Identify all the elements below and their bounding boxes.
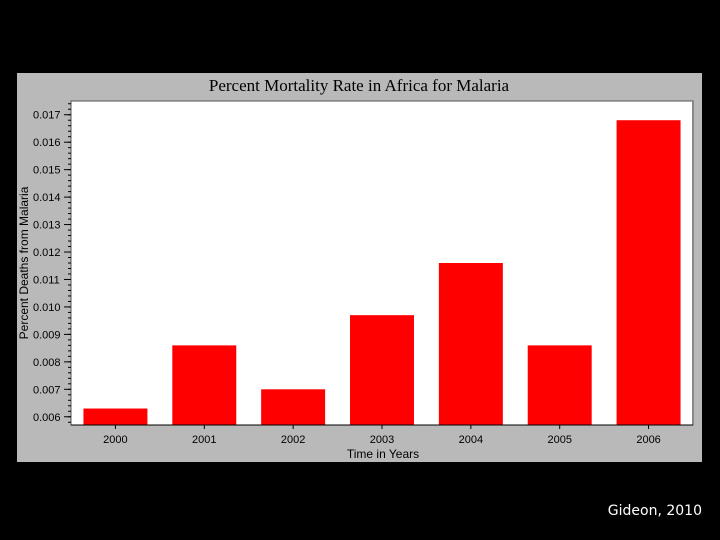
bar-2003 (350, 315, 414, 425)
bar-2004 (438, 263, 503, 425)
x-axis-label: Time in Years (347, 447, 419, 461)
y-tick-label: 0.013 (33, 220, 61, 232)
x-tick-label: 2003 (370, 434, 394, 446)
y-tick-label: 0.007 (33, 384, 61, 396)
bar-2002 (261, 389, 326, 425)
bar-2000 (83, 408, 148, 425)
x-tick-label: 2002 (281, 434, 305, 446)
bar-2006 (616, 120, 681, 425)
y-axis: 0.006 0.007 0.008 0.009 0.010 0.011 0.012 0.013… (33, 103, 71, 424)
y-tick-label: 0.017 (33, 110, 61, 122)
chart-panel: Percent Mortality Rate in Africa for Mal… (17, 73, 702, 462)
y-tick-label: 0.016 (33, 137, 61, 149)
y-tick-label: 0.011 (33, 274, 60, 286)
y-tick-label: 0.010 (33, 302, 61, 314)
y-tick-label: 0.014 (33, 192, 61, 204)
bars-group (83, 120, 681, 425)
y-axis-label: Percent Deaths from Malaria (17, 186, 31, 339)
y-tick-label: 0.008 (33, 357, 61, 369)
x-tick-label: 2001 (192, 434, 216, 446)
bar-chart: Percent Mortality Rate in Africa for Mal… (17, 76, 694, 461)
bar-2001 (172, 345, 237, 425)
y-tick-label: 0.006 (33, 412, 61, 424)
x-tick-label: 2005 (547, 434, 571, 446)
bar-2005 (527, 345, 592, 425)
y-tick-label: 0.015 (33, 165, 61, 177)
chart-title: Percent Mortality Rate in Africa for Mal… (209, 76, 510, 95)
citation-text: Gideon, 2010 (607, 503, 702, 519)
x-axis: 2000 2001 2002 2003 2004 2005 2006 (71, 424, 693, 446)
x-tick-label: 2006 (636, 434, 660, 446)
x-tick-label: 2000 (103, 434, 127, 446)
y-tick-label: 0.009 (33, 329, 61, 341)
y-tick-label: 0.012 (33, 247, 61, 259)
x-tick-label: 2004 (459, 434, 483, 446)
